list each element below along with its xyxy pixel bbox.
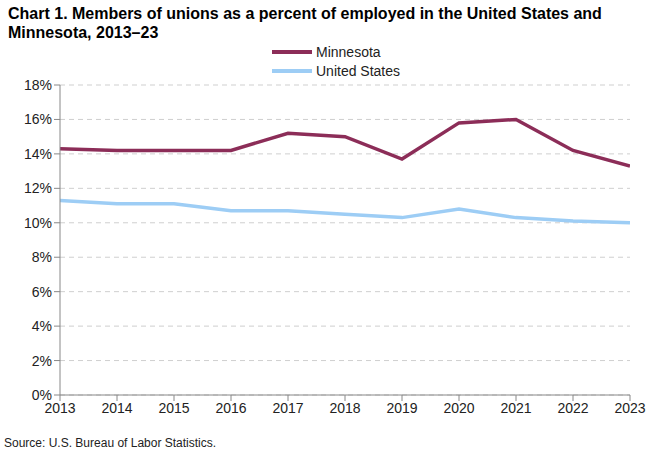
svg-text:2018: 2018 — [329, 400, 360, 416]
html-text:Chart 1. Members of unions as: Chart 1. Members of unions as a percent … — [8, 5, 602, 41]
svg-text:2014: 2014 — [101, 400, 132, 416]
svg-text:14%: 14% — [24, 146, 52, 162]
html-text:Minnesota: Minnesota — [316, 43, 381, 60]
svg-text:2017: 2017 — [272, 400, 303, 416]
svg-text:0%: 0% — [32, 387, 52, 403]
svg-text:16%: 16% — [24, 111, 52, 127]
svg-text:8%: 8% — [32, 249, 52, 265]
svg-text:2%: 2% — [32, 353, 52, 369]
svg-text:10%: 10% — [24, 215, 52, 231]
svg-text:2019: 2019 — [386, 400, 417, 416]
svg-text:2023: 2023 — [614, 400, 645, 416]
svg-text:2016: 2016 — [215, 400, 246, 416]
html-text:United States: United States — [316, 62, 401, 79]
svg-text:4%: 4% — [32, 318, 52, 334]
svg-text:2015: 2015 — [158, 400, 189, 416]
svg-text:2021: 2021 — [500, 400, 531, 416]
svg-text:2020: 2020 — [443, 400, 474, 416]
html-text:Source: U.S. Bureau of Labor S: Source: U.S. Bureau of Labor Statistics. — [4, 436, 217, 450]
svg-text:18%: 18% — [24, 77, 52, 93]
svg-text:12%: 12% — [24, 180, 52, 196]
svg-text:2022: 2022 — [557, 400, 588, 416]
svg-text:2013: 2013 — [44, 399, 76, 416]
svg-text:6%: 6% — [32, 284, 52, 300]
